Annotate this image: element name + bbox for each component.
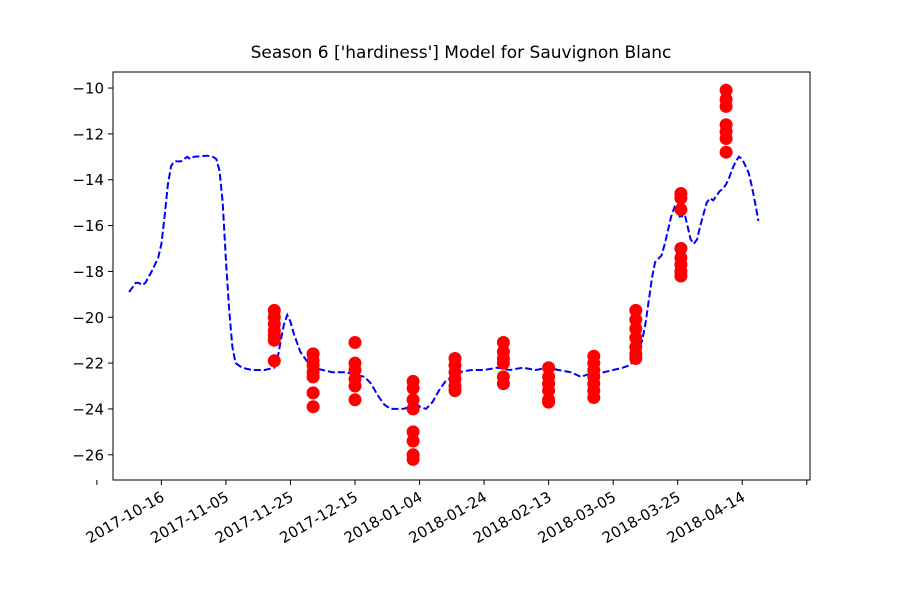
series-layer xyxy=(128,83,760,466)
plot-frame xyxy=(112,71,811,481)
observed-point xyxy=(406,393,420,407)
observed-point xyxy=(406,434,420,448)
observed-point xyxy=(719,99,733,113)
y-tick-label: −10 xyxy=(72,80,104,98)
observed-point xyxy=(406,402,420,416)
observed-point xyxy=(348,379,362,393)
y-tick-label: −24 xyxy=(72,400,104,418)
observed-point xyxy=(348,363,362,377)
y-tick-label: −20 xyxy=(72,309,104,327)
observed-point xyxy=(674,269,688,283)
chart-title: Season 6 ['hardiness'] Model for Sauvign… xyxy=(251,43,672,63)
observed-point xyxy=(674,242,688,255)
observed-point xyxy=(542,361,556,375)
observed-point xyxy=(496,356,510,370)
plot-area xyxy=(112,71,811,481)
plot-background xyxy=(113,72,810,480)
y-tick-label: −14 xyxy=(72,171,104,189)
observed-point xyxy=(674,191,688,205)
observed-point xyxy=(448,384,462,398)
observed-point xyxy=(542,395,556,409)
y-tick-label: −16 xyxy=(72,217,104,235)
observed-point xyxy=(406,425,420,439)
observed-point xyxy=(542,384,556,398)
observed-point xyxy=(348,336,362,349)
y-tick-label: −18 xyxy=(72,263,104,281)
y-tick-label: −22 xyxy=(72,355,104,373)
observed-point xyxy=(719,83,733,97)
observed-point xyxy=(267,333,281,347)
observed-point xyxy=(719,132,733,145)
y-tick-label: −26 xyxy=(72,446,104,464)
observed-point xyxy=(629,313,643,327)
observed-point xyxy=(629,303,643,317)
y-tick-label: −12 xyxy=(72,125,104,143)
observed-point xyxy=(496,377,510,391)
model-line xyxy=(128,154,760,411)
observed-point xyxy=(629,352,643,365)
observed-point xyxy=(348,393,362,407)
observed-point xyxy=(306,386,320,400)
observed-point xyxy=(674,203,688,216)
observed-point xyxy=(406,452,420,466)
observed-point xyxy=(496,336,510,349)
observed-point xyxy=(267,354,281,368)
observed-point xyxy=(719,145,733,159)
observed-point xyxy=(306,400,320,414)
observed-point xyxy=(406,381,420,395)
observed-point xyxy=(587,391,601,404)
observed-point xyxy=(629,322,643,336)
y-axis: −10 −12 −14 −16 −18 −20 −22 −24 −26 xyxy=(72,80,113,464)
observed-point xyxy=(306,370,320,384)
observed-point xyxy=(629,331,643,345)
